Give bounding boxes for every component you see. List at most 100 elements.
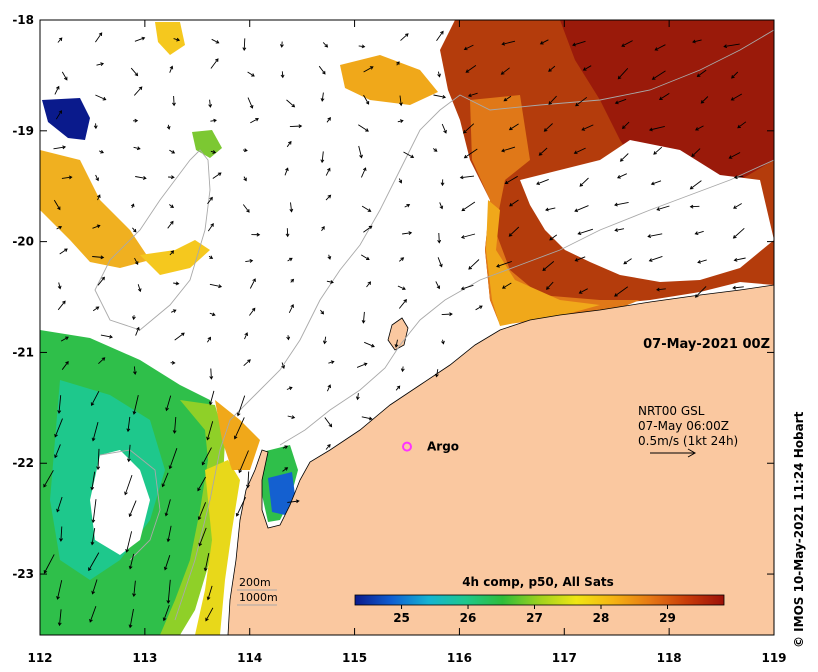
land bbox=[227, 284, 774, 635]
isobath-legend-1000m: 1000m bbox=[239, 591, 278, 604]
current-vector bbox=[441, 339, 445, 345]
current-vector bbox=[95, 94, 107, 101]
current-vector bbox=[57, 37, 63, 43]
current-vector bbox=[463, 44, 474, 51]
current-vector bbox=[124, 474, 133, 496]
current-vector bbox=[280, 71, 285, 79]
current-vector bbox=[168, 448, 178, 470]
y-tick-label: -18 bbox=[12, 13, 34, 27]
y-tick-label: -21 bbox=[12, 345, 34, 359]
current-vector bbox=[169, 204, 175, 209]
current-vector bbox=[617, 67, 629, 80]
current-vector bbox=[286, 386, 293, 391]
current-vector bbox=[289, 124, 303, 129]
current-vector bbox=[614, 98, 627, 105]
current-vector bbox=[647, 233, 663, 239]
current-vector bbox=[433, 94, 447, 99]
current-vector bbox=[247, 71, 255, 77]
current-vector bbox=[542, 261, 555, 271]
current-vector bbox=[361, 205, 372, 212]
current-vector bbox=[360, 167, 367, 178]
current-vector bbox=[358, 44, 366, 49]
y-tick-label: -19 bbox=[12, 124, 34, 138]
current-vector bbox=[574, 205, 589, 213]
current-vector bbox=[250, 117, 259, 124]
sst-orange-fringe bbox=[470, 95, 640, 325]
current-vector bbox=[174, 332, 185, 341]
current-vector bbox=[402, 231, 413, 235]
current-vector bbox=[322, 42, 329, 48]
current-vector bbox=[286, 335, 291, 341]
current-vector bbox=[320, 151, 325, 164]
current-vector bbox=[614, 201, 629, 207]
current-vector bbox=[207, 196, 213, 205]
current-vector bbox=[135, 176, 147, 180]
sst-patch-north bbox=[340, 55, 438, 105]
current-vector bbox=[538, 147, 548, 156]
current-vector bbox=[61, 175, 73, 180]
current-vector bbox=[55, 110, 62, 120]
current-vector bbox=[249, 307, 256, 316]
current-vector bbox=[653, 146, 663, 155]
current-vector bbox=[434, 369, 439, 378]
current-vector bbox=[614, 286, 629, 297]
current-vector bbox=[441, 312, 453, 317]
current-vector bbox=[133, 86, 143, 96]
current-vector bbox=[246, 471, 250, 489]
sst-gold-fringe bbox=[486, 200, 600, 326]
current-vector bbox=[648, 255, 663, 262]
current-vector bbox=[322, 336, 327, 345]
x-axis: 112 113 114 115 116 117 118 119 bbox=[27, 20, 787, 665]
current-vector bbox=[43, 470, 54, 488]
current-vector bbox=[251, 232, 261, 237]
current-vector bbox=[91, 579, 98, 595]
current-vector bbox=[201, 447, 212, 466]
current-vector bbox=[128, 608, 134, 629]
current-vector bbox=[324, 417, 333, 428]
current-vector bbox=[243, 359, 251, 367]
current-vector bbox=[128, 553, 135, 570]
current-vector bbox=[730, 93, 743, 101]
current-vector bbox=[320, 309, 325, 315]
current-vector bbox=[545, 207, 556, 212]
current-vector bbox=[617, 173, 627, 179]
current-vector bbox=[461, 201, 476, 212]
isobath-200m bbox=[279, 159, 774, 446]
current-vector bbox=[575, 96, 588, 107]
current-vector bbox=[132, 394, 139, 415]
current-vector bbox=[249, 278, 256, 289]
current-vector bbox=[460, 284, 474, 291]
current-vector bbox=[162, 604, 170, 622]
current-vector bbox=[206, 585, 213, 601]
current-vector bbox=[61, 71, 68, 81]
current-vector bbox=[619, 153, 629, 162]
current-vector bbox=[207, 336, 211, 343]
colorbar-ticks: 25 26 27 28 29 bbox=[393, 605, 676, 625]
cloud-gap-southwest bbox=[90, 450, 150, 555]
current-vector bbox=[397, 119, 404, 124]
colorbar-gradient bbox=[354, 594, 725, 606]
current-vector bbox=[465, 65, 477, 73]
current-vector bbox=[436, 30, 444, 42]
current-vector bbox=[166, 124, 171, 130]
current-vector bbox=[59, 248, 68, 255]
current-vector bbox=[287, 499, 300, 504]
current-vector bbox=[361, 416, 373, 421]
current-vector bbox=[242, 38, 247, 51]
current-vector bbox=[696, 69, 707, 78]
current-vector bbox=[623, 258, 632, 265]
current-vector bbox=[732, 227, 745, 239]
x-tick-label: 118 bbox=[657, 651, 682, 665]
x-tick-label: 112 bbox=[27, 651, 52, 665]
current-vector bbox=[244, 332, 249, 340]
current-vector bbox=[281, 362, 286, 370]
date-label: 07-May-2021 00Z bbox=[643, 337, 770, 352]
current-vector bbox=[656, 205, 670, 211]
current-vector bbox=[543, 123, 553, 132]
current-vector bbox=[57, 300, 66, 311]
current-vector bbox=[279, 41, 284, 48]
current-vector bbox=[723, 43, 740, 49]
isobath-legend: 200m 1000m bbox=[237, 576, 278, 606]
current-vector bbox=[577, 228, 594, 236]
current-vector bbox=[197, 502, 207, 521]
